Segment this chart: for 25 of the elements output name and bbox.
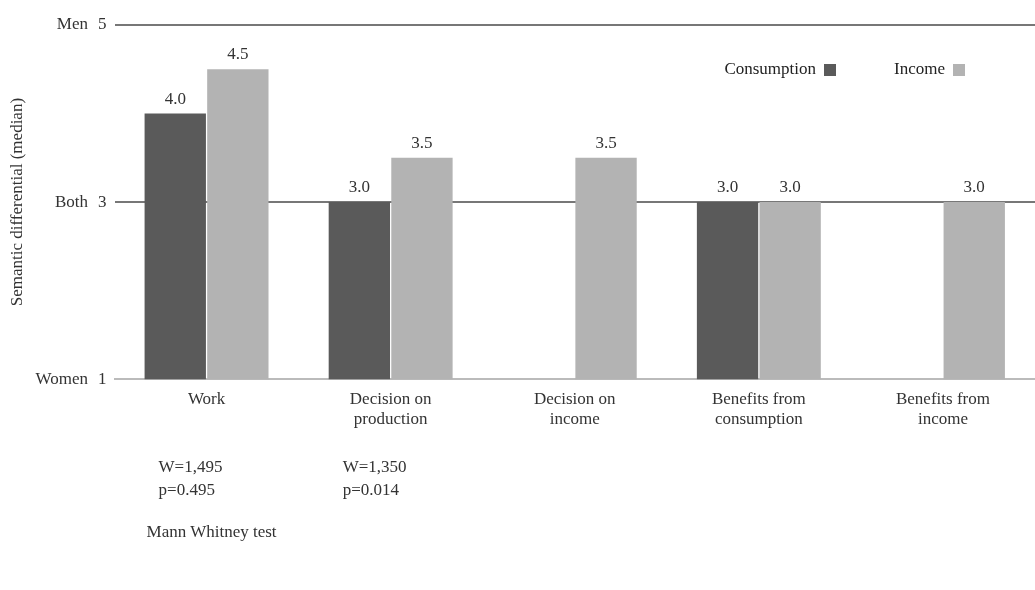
data-label: 3.0 <box>963 177 985 197</box>
data-label: 3.0 <box>779 177 801 197</box>
data-label: 4.0 <box>164 88 186 108</box>
y-tick-label: 3 <box>98 191 107 211</box>
x-tick-label: Decision on income <box>533 388 617 429</box>
y-tick-label: 1 <box>98 368 107 388</box>
text: W=1,350 p=0.014 <box>342 457 407 500</box>
y-axis-title: Semantic differential (median) <box>7 97 27 307</box>
text: Mann Whitney test <box>146 522 277 542</box>
x-tick-label: Benefits from consumption <box>711 388 806 429</box>
x-tick-label: Decision on production <box>349 388 432 429</box>
text: Men <box>56 14 89 34</box>
text: Both <box>54 191 89 211</box>
x-tick-label: Work <box>187 388 226 408</box>
y-tick-label: 5 <box>98 14 107 34</box>
x-tick-label: Benefits from income <box>895 388 990 429</box>
data-label: 4.5 <box>227 44 249 64</box>
text: W=1,495 p=0.495 <box>158 457 223 500</box>
data-label: 3.0 <box>348 177 370 197</box>
legend-label: Income <box>894 59 946 79</box>
data-label: 3.5 <box>411 132 433 152</box>
legend-label: Consumption <box>724 59 817 79</box>
data-label: 3.0 <box>716 177 739 197</box>
text: Women <box>35 368 89 388</box>
data-label: 3.5 <box>595 132 617 152</box>
